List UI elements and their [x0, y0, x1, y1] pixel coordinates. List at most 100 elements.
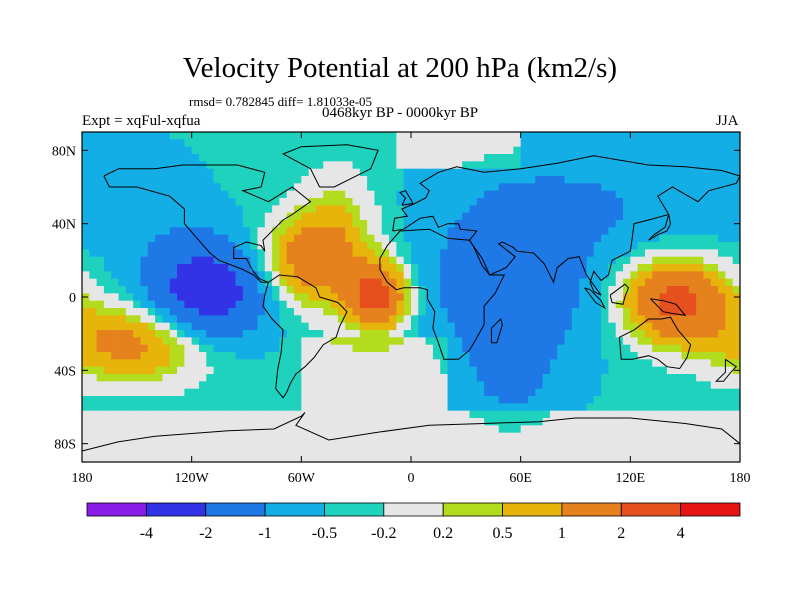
field-cell [301, 271, 310, 280]
field-cell [498, 337, 507, 346]
field-cell [374, 242, 383, 250]
field-cell [396, 168, 405, 177]
field-cell [579, 227, 587, 236]
field-cell [191, 278, 200, 287]
field-cell [666, 190, 675, 199]
field-cell [718, 440, 726, 448]
field-cell [666, 227, 675, 236]
field-cell [103, 139, 112, 148]
field-cell [279, 381, 288, 390]
field-cell [469, 264, 478, 272]
field-cell [206, 293, 214, 302]
field-cell [601, 454, 609, 463]
field-cell [206, 366, 214, 375]
field-cell [718, 293, 726, 302]
field-cell [535, 374, 543, 382]
field-cell [725, 344, 734, 353]
field-cell [396, 352, 405, 360]
field-cell [506, 410, 514, 419]
field-cell [425, 410, 434, 419]
field-cell [264, 271, 273, 280]
field-cell [396, 154, 405, 162]
field-cell [571, 242, 580, 250]
field-cell [527, 190, 536, 199]
field-cell [315, 249, 324, 258]
field-cell [652, 139, 660, 148]
field-cell [308, 139, 317, 148]
field-cell [454, 154, 463, 162]
field-cell [462, 410, 470, 419]
field-cell [440, 168, 448, 177]
field-cell [242, 440, 251, 448]
field-cell [286, 300, 295, 309]
field-cell [82, 403, 90, 412]
field-cell [323, 154, 331, 162]
field-cell [557, 234, 565, 243]
field-cell [308, 359, 317, 368]
field-cell [206, 432, 214, 441]
field-cell [623, 183, 631, 192]
field-cell [440, 242, 448, 250]
field-cell [389, 440, 397, 448]
field-cell [82, 432, 90, 441]
field-cell [418, 337, 427, 346]
field-cell [710, 234, 719, 243]
field-cell [184, 381, 193, 390]
field-cell [571, 447, 580, 456]
field-cell [228, 183, 236, 192]
field-cell [718, 190, 726, 199]
field-cell [608, 249, 617, 258]
field-cell [506, 183, 514, 192]
field-cell [177, 278, 185, 287]
field-cell [279, 132, 288, 140]
field-cell [659, 183, 668, 192]
field-cell [359, 132, 368, 140]
field-cell [557, 168, 565, 177]
field-cell [432, 388, 441, 397]
field-cell [294, 403, 302, 412]
field-cell [286, 410, 295, 419]
field-cell [652, 154, 660, 162]
field-cell [118, 190, 127, 199]
field-cell [623, 271, 631, 280]
field-cell [564, 198, 573, 206]
field-cell [250, 388, 258, 397]
field-cell [652, 278, 660, 287]
field-cell [286, 220, 295, 228]
field-cell [652, 190, 660, 199]
field-cell [220, 146, 229, 155]
field-cell [206, 403, 214, 412]
field-cell [498, 432, 507, 441]
field-cell [732, 242, 741, 250]
field-cell [666, 396, 675, 404]
field-cell [147, 322, 156, 331]
field-cell [637, 132, 646, 140]
field-cell [411, 249, 419, 258]
field-cell [615, 139, 624, 148]
field-cell [323, 220, 331, 228]
field-cell [527, 447, 536, 456]
field-cell [250, 212, 258, 221]
field-cell [294, 278, 302, 287]
field-cell [367, 425, 375, 434]
field-cell [579, 344, 587, 353]
field-cell [440, 403, 448, 412]
field-cell [220, 234, 229, 243]
field-cell [681, 432, 690, 441]
field-cell [527, 308, 536, 316]
field-cell [498, 256, 507, 265]
field-cell [213, 447, 222, 456]
field-cell [242, 271, 251, 280]
field-cell [506, 374, 514, 382]
field-cell [301, 183, 310, 192]
field-cell [520, 374, 529, 382]
field-cell [637, 432, 646, 441]
field-cell [732, 330, 741, 338]
field-cell [462, 234, 470, 243]
field-cell [703, 374, 712, 382]
field-cell [674, 183, 682, 192]
field-cell [367, 330, 375, 338]
field-cell [484, 396, 492, 404]
field-cell [484, 440, 492, 448]
field-cell [403, 366, 412, 375]
